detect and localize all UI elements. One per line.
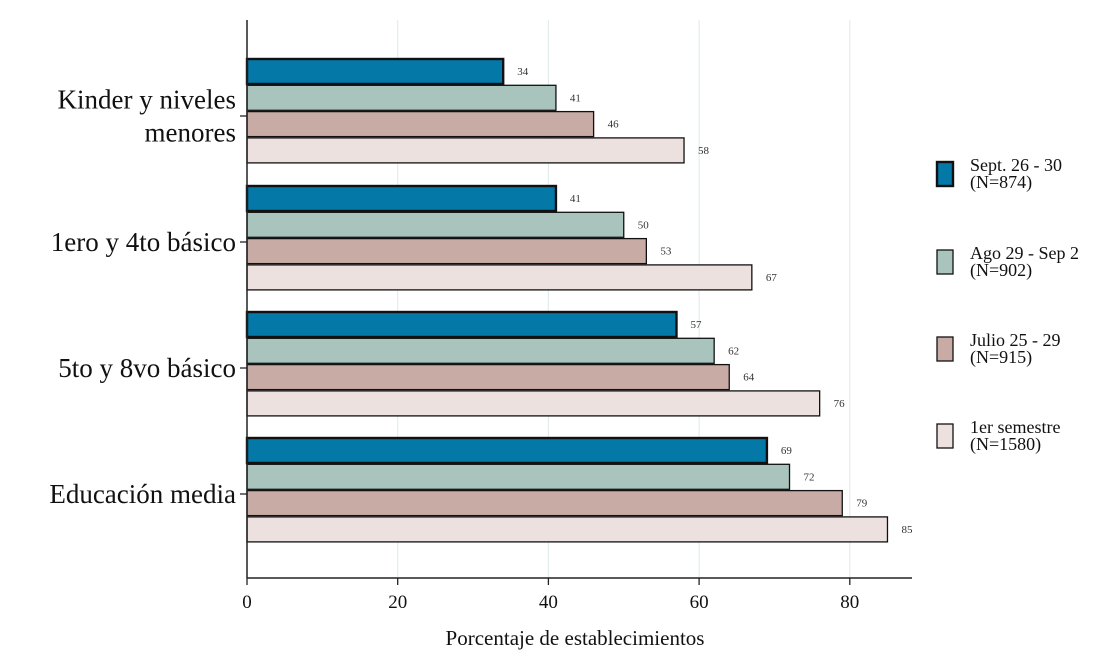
x-tick-label-80: 80 [840, 592, 859, 613]
bar-s2-c0 [246, 110, 595, 138]
data-label-s1-c3: 72 [804, 471, 815, 483]
bar-s0-c0 [245, 57, 505, 86]
legend-swatch-2 [936, 336, 954, 362]
legend-label-1-line-1: (N=902) [970, 260, 1032, 281]
data-label-s3-c3: 85 [901, 524, 913, 536]
category-label-2-line-0: 5to y 8vo básico [58, 353, 236, 383]
data-label-s1-c0: 41 [570, 92, 581, 104]
legend-label-3-line-0: 1er semestre [970, 417, 1060, 437]
bar-s3-c1 [246, 264, 753, 291]
category-label-1-line-0: 1ero y 4to básico [51, 227, 236, 257]
legend: Sept. 26 - 30(N=874) Ago 29 - Sep 2(N=902… [935, 155, 1079, 455]
legend-label-2-line-0: Julio 25 - 29 [970, 330, 1061, 350]
bar-s2-c3 [246, 489, 843, 517]
data-label-s2-c0: 46 [608, 119, 620, 131]
x-tick-label-40: 40 [539, 592, 558, 613]
bar-s1-c2 [246, 337, 715, 364]
data-label-s0-c0: 34 [517, 66, 529, 78]
data-labels: 34 41 57 69 41 50 62 72 46 53 64 79 58 67 76 85 [517, 66, 913, 536]
axes: 0 20 40 60 80 [240, 20, 912, 613]
legend-swatch-3 [936, 423, 954, 449]
data-label-s1-c1: 50 [638, 219, 650, 231]
data-label-s0-c1: 41 [570, 193, 581, 205]
bar-s2-c1 [246, 237, 648, 265]
x-axis-title: Porcentaje de establecimientos [446, 626, 705, 650]
bar-s2-c2 [246, 363, 730, 391]
data-label-s0-c2: 57 [690, 319, 702, 331]
category-label-0-line-1: menores [145, 118, 236, 148]
bar-s3-c3 [246, 516, 889, 543]
bar-s0-c1 [245, 184, 558, 213]
data-label-s2-c1: 53 [660, 246, 672, 258]
bar-s1-c3 [246, 463, 791, 490]
data-label-s3-c1: 67 [766, 272, 778, 284]
bars [245, 57, 889, 543]
data-label-s1-c2: 62 [728, 345, 739, 357]
x-tick-label-60: 60 [690, 592, 709, 613]
x-tick-label-20: 20 [388, 592, 407, 613]
bar-s0-c2 [245, 310, 678, 339]
x-tick-label-0: 0 [242, 592, 252, 613]
category-label-3-line-0: Educación media [49, 479, 236, 509]
bar-s0-c3 [245, 436, 769, 465]
data-label-s3-c0: 58 [698, 145, 710, 157]
legend-label-3-line-1: (N=1580) [970, 434, 1041, 455]
legend-label-1-line-0: Ago 29 - Sep 2 [970, 243, 1079, 263]
bar-s1-c1 [246, 211, 625, 238]
legend-label-0-line-1: (N=874) [970, 172, 1032, 193]
data-label-s2-c2: 64 [743, 372, 755, 384]
category-label-0-line-0: Kinder y niveles [58, 85, 236, 115]
legend-label-2-line-1: (N=915) [970, 347, 1032, 368]
data-label-s2-c3: 79 [856, 498, 868, 510]
bar-s3-c2 [246, 390, 821, 417]
data-label-s0-c3: 69 [781, 445, 793, 457]
legend-label-0-line-0: Sept. 26 - 30 [970, 155, 1062, 175]
bar-s3-c0 [246, 137, 685, 164]
data-label-s3-c2: 76 [834, 398, 846, 410]
bar-s1-c0 [246, 84, 557, 111]
legend-swatch-1 [936, 249, 954, 275]
legend-swatch-0 [935, 160, 955, 188]
